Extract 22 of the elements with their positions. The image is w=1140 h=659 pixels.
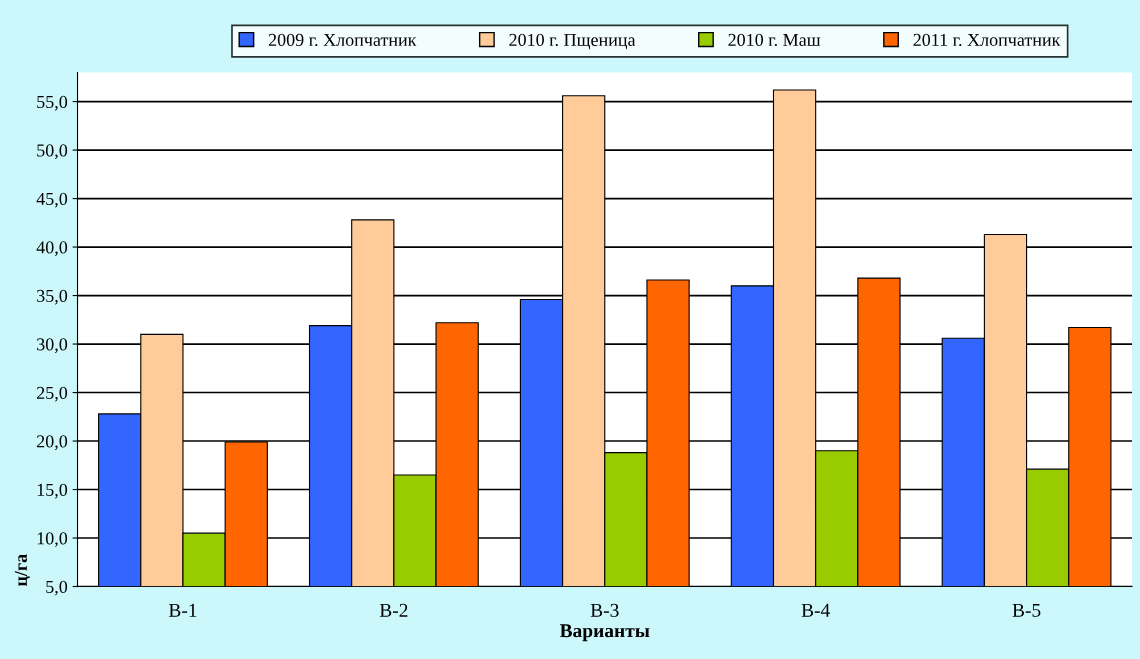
x-tick-label: В-1 — [168, 603, 197, 617]
y-tick-label: 15,0 — [37, 483, 68, 499]
y-tick-label: 50,0 — [37, 144, 68, 160]
y-tick-label: 45,0 — [36, 192, 68, 208]
x-tick-label: В-4 — [801, 603, 830, 617]
y-axis-title: ц/га — [14, 554, 30, 587]
y-tick-label: 5,0 — [46, 580, 68, 596]
legend-label: 2011 г. Хлопчатник — [913, 33, 1061, 47]
y-tick-label: 35,0 — [37, 289, 68, 305]
legend-label: 2009 г. Хлопчатник — [268, 33, 417, 47]
y-tick-label: 55,0 — [37, 95, 68, 111]
legend-label: 2010 г. Маш — [728, 33, 821, 47]
x-tick-label: В-2 — [379, 603, 408, 617]
y-tick-label: 25,0 — [36, 386, 68, 402]
x-tick-label: В-5 — [1012, 603, 1041, 617]
y-tick-label: 40,0 — [36, 241, 68, 257]
x-axis-title: Варианты — [559, 624, 650, 642]
y-tick-label: 20,0 — [36, 435, 68, 451]
y-tick-label: 10,0 — [37, 532, 68, 548]
y-tick-label: 30,0 — [37, 338, 68, 354]
legend-label: 2010 г. Пщеница — [509, 33, 636, 50]
x-tick-label: В-3 — [590, 603, 619, 617]
